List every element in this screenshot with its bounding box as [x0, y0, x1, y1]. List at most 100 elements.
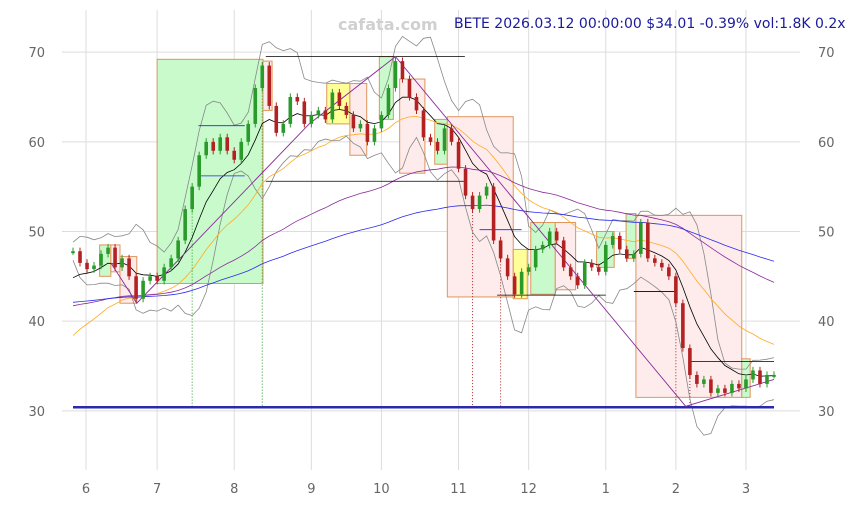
- zigzag-line: [110, 56, 775, 407]
- candle-up: [92, 265, 96, 270]
- candle-up: [71, 251, 75, 254]
- candle-up: [309, 114, 314, 124]
- candle-down: [113, 247, 117, 268]
- candle-down: [407, 79, 412, 97]
- candle-up: [716, 388, 720, 393]
- candle-up: [442, 128, 447, 151]
- candle-down: [653, 258, 657, 263]
- candle-down: [512, 276, 517, 295]
- candle-up: [106, 247, 110, 254]
- y-tick-left: 30: [28, 405, 45, 420]
- candle-up: [477, 195, 482, 210]
- candle-down: [155, 276, 159, 281]
- candle-up: [148, 276, 152, 281]
- y-tick-right: 60: [818, 136, 835, 151]
- candle-down: [709, 379, 713, 393]
- candle-up: [281, 123, 286, 133]
- candle-up: [730, 383, 734, 393]
- candle-up: [547, 231, 552, 245]
- candle-up: [99, 253, 103, 266]
- candle-down: [225, 137, 230, 151]
- candle-up: [582, 262, 587, 286]
- candle-down: [723, 388, 727, 393]
- candle-down: [674, 276, 678, 304]
- candle-up: [751, 370, 755, 380]
- candle-up: [519, 271, 524, 295]
- candle-down: [85, 262, 89, 270]
- x-tick: 1: [602, 482, 610, 497]
- candle-down: [568, 267, 573, 277]
- candle-down: [695, 374, 699, 384]
- candle-up: [639, 222, 643, 254]
- candle-down: [78, 251, 82, 263]
- candle-up: [141, 280, 145, 299]
- x-tick: 12: [520, 482, 537, 497]
- candle-down: [134, 276, 138, 299]
- x-tick: 3: [742, 482, 750, 497]
- y-tick-left: 50: [28, 225, 45, 240]
- candle-up: [765, 374, 769, 384]
- candle-down: [624, 249, 629, 259]
- candle-down: [737, 383, 741, 389]
- candle-down: [414, 96, 419, 111]
- candle-down: [274, 105, 279, 133]
- candle-up: [260, 65, 265, 89]
- y-tick-right: 70: [818, 46, 835, 61]
- x-tick: 10: [373, 482, 390, 497]
- y-tick-left: 60: [28, 136, 45, 151]
- candle-down: [337, 92, 342, 106]
- candle-down: [589, 262, 594, 268]
- x-tick: 2: [672, 482, 680, 497]
- candle-down: [351, 114, 356, 129]
- candle-up: [603, 244, 608, 272]
- candle-down: [688, 348, 692, 375]
- candle-down: [491, 186, 496, 241]
- candle-down: [295, 96, 300, 102]
- y-tick-right: 40: [818, 315, 835, 330]
- candle-down: [758, 370, 762, 384]
- range-box-down: [399, 78, 426, 174]
- candle-up: [379, 114, 384, 129]
- candle-down: [554, 231, 559, 241]
- moving-average-longest: [72, 204, 775, 303]
- x-tick: 7: [153, 482, 161, 497]
- candle-up: [610, 235, 615, 245]
- candle-up: [316, 110, 321, 115]
- candle-up: [120, 258, 124, 268]
- candle-down: [561, 240, 566, 268]
- candle-down: [344, 105, 349, 115]
- candle-up: [162, 267, 166, 281]
- y-tick-right: 50: [818, 225, 835, 240]
- x-tick: 8: [230, 482, 238, 497]
- candle-down: [323, 110, 328, 120]
- candle-down: [505, 258, 510, 277]
- candle-up: [632, 253, 636, 259]
- candle-up: [772, 374, 776, 377]
- candle-up: [386, 88, 391, 115]
- bollinger-upper: [72, 35, 775, 370]
- candle-up: [183, 209, 187, 241]
- watermark: cafata.com: [338, 15, 438, 34]
- candle-up: [176, 240, 180, 259]
- candle-down: [660, 262, 664, 268]
- candle-down: [575, 276, 580, 286]
- candle-down: [667, 267, 671, 277]
- range-box-down: [349, 83, 368, 156]
- candle-up: [533, 249, 538, 268]
- y-tick-left: 70: [28, 46, 45, 61]
- candle-up: [330, 92, 335, 120]
- candle-down: [267, 65, 272, 106]
- candle-down: [463, 168, 468, 196]
- x-tick: 11: [450, 482, 467, 497]
- x-tick: 9: [307, 482, 315, 497]
- candle-up: [540, 244, 545, 250]
- moving-average-long: [72, 166, 775, 307]
- candle-up: [218, 137, 223, 151]
- candle-up: [239, 141, 244, 160]
- candle-up: [358, 123, 363, 129]
- candle-up: [204, 141, 208, 156]
- candle-down: [428, 137, 433, 142]
- candle-down: [400, 61, 405, 80]
- candle-up: [246, 123, 251, 142]
